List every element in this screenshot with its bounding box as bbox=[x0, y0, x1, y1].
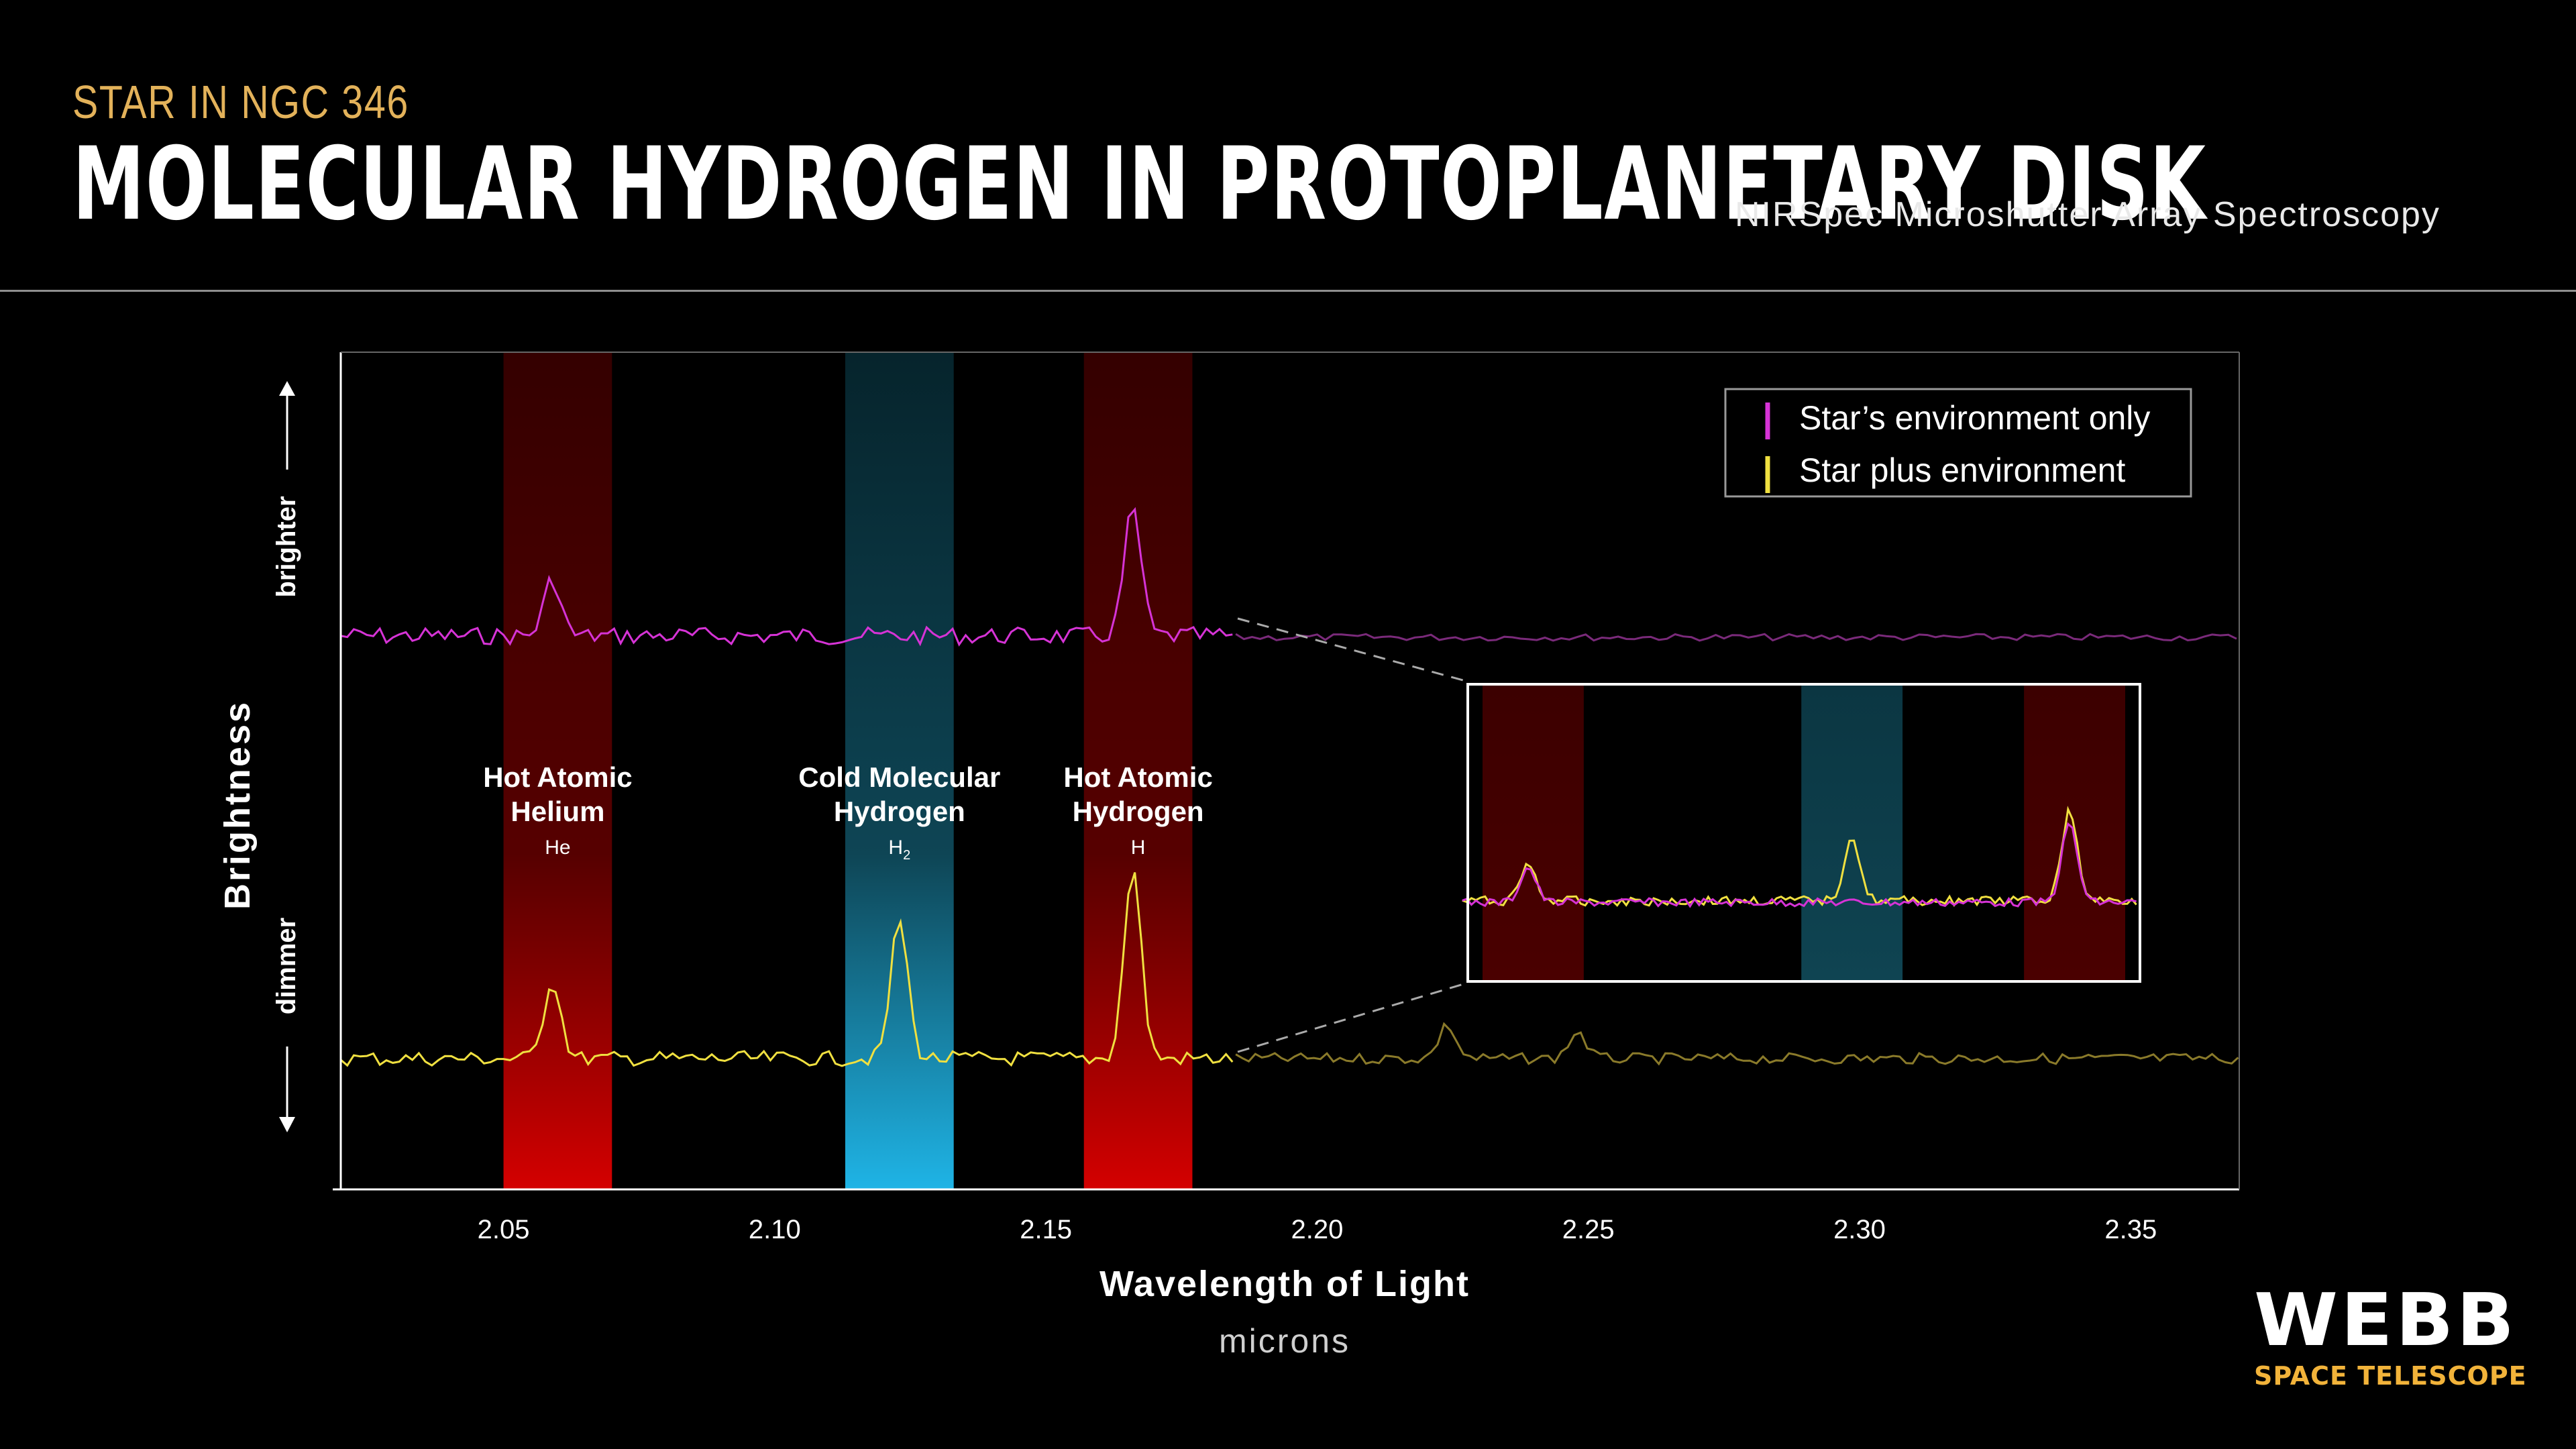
logo-main: WEBB bbox=[2254, 1279, 2518, 1362]
band-2 bbox=[1083, 352, 1193, 1189]
band-label-line2-2: Hydrogen bbox=[1073, 796, 1204, 827]
legend-group: Star’s environment only Star plus environ… bbox=[1724, 388, 2192, 498]
y-dimmer-label: dimmer bbox=[272, 918, 301, 1015]
band-label-line1-0: Hot Atomic bbox=[483, 761, 632, 793]
y-brighter-label: brighter bbox=[272, 496, 301, 597]
band-symbol-0: He bbox=[545, 837, 570, 859]
x-tick-label-3: 2.20 bbox=[1291, 1215, 1343, 1244]
chart-subtitle: NIRSpec Microshutter Array Spectroscopy bbox=[1735, 195, 2440, 234]
band-symbol-2: H bbox=[1131, 837, 1146, 859]
band-1 bbox=[845, 352, 954, 1189]
chart-kicker: STAR IN NGC 346 bbox=[72, 76, 409, 128]
header-divider bbox=[0, 290, 2576, 292]
inset-environment-line bbox=[1462, 822, 2137, 908]
inset-connector-bottom bbox=[1237, 981, 1468, 1053]
environment-line-dim bbox=[1235, 633, 2237, 642]
axes-group: 2.05 2.10 2.15 2.20 2.25 2.30 2.35 Wavelength o… bbox=[217, 352, 2240, 1360]
x-tick-label-0: 2.05 bbox=[478, 1215, 530, 1244]
band-group bbox=[503, 352, 1193, 1189]
y-axis-label: Brightness bbox=[217, 700, 258, 910]
star-line-dim bbox=[1235, 1022, 2239, 1066]
x-tick-label-6: 2.35 bbox=[2104, 1215, 2157, 1244]
series-group bbox=[340, 506, 2239, 1067]
webb-logo: WEBB SPACE TELESCOPE bbox=[2254, 1285, 2527, 1391]
environment-line bbox=[340, 506, 1233, 647]
inset-group bbox=[1237, 617, 2141, 1053]
up-arrow-head bbox=[279, 381, 295, 396]
logo-sub: SPACE TELESCOPE bbox=[2254, 1361, 2527, 1391]
x-tick-label-5: 2.30 bbox=[1833, 1215, 1886, 1244]
chart-title: MOLECULAR HYDROGEN IN PROTOPLANETARY DIS… bbox=[72, 126, 2207, 243]
star-line bbox=[340, 872, 1234, 1067]
x-tick-label-2: 2.15 bbox=[1020, 1215, 1072, 1244]
inset-frame bbox=[1466, 683, 2141, 983]
legend-label-star: Star plus environment bbox=[1799, 451, 2125, 489]
band-label-line2-0: Helium bbox=[511, 796, 604, 827]
x-axis-unit: microns bbox=[1219, 1322, 1350, 1360]
x-tick-label-4: 2.25 bbox=[1562, 1215, 1615, 1244]
x-axis-label: Wavelength of Light bbox=[1099, 1264, 1470, 1304]
band-label-line1-2: Hot Atomic bbox=[1063, 761, 1212, 793]
band-label-line1-1: Cold Molecular bbox=[798, 761, 1000, 793]
inset-star-line bbox=[1462, 806, 2137, 908]
inset-band-1 bbox=[1801, 684, 1903, 981]
band-label-line2-1: Hydrogen bbox=[834, 796, 965, 827]
down-arrow-head bbox=[279, 1117, 295, 1132]
legend-box bbox=[1724, 388, 2192, 498]
legend-label-environment: Star’s environment only bbox=[1799, 399, 2150, 437]
inset-band-0 bbox=[1483, 684, 1584, 981]
x-tick-label-1: 2.10 bbox=[749, 1215, 801, 1244]
band-0 bbox=[503, 352, 612, 1189]
inset-connector-top bbox=[1237, 617, 1468, 683]
